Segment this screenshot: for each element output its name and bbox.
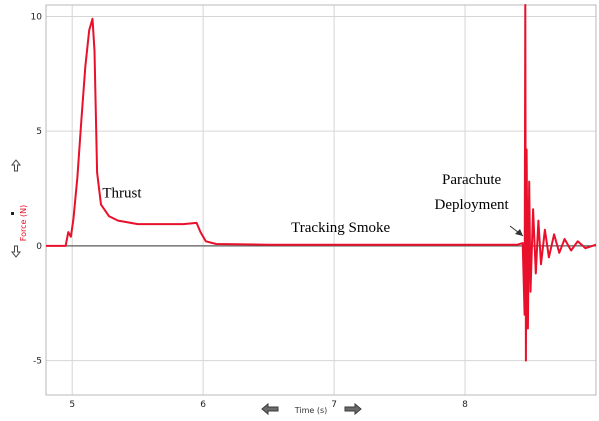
series-layer bbox=[46, 4, 597, 362]
parachute-arrow bbox=[509, 225, 524, 237]
plot-frame bbox=[45, 4, 597, 396]
x-tick-label: 7 bbox=[331, 400, 337, 410]
x-tick-label: 5 bbox=[69, 400, 75, 410]
y-tick-label: 10 bbox=[31, 12, 43, 22]
chart-annotation: Tracking Smoke bbox=[291, 220, 390, 236]
x-scroll-right-icon[interactable] bbox=[344, 402, 362, 416]
y-axis-label: Force (N) bbox=[19, 205, 28, 241]
y-axis-controls: Force (N) bbox=[10, 159, 28, 258]
grid bbox=[46, 5, 596, 395]
x-scroll-left-icon[interactable] bbox=[261, 402, 279, 416]
x-tick-label: 8 bbox=[462, 400, 468, 410]
y-scroll-up-icon[interactable] bbox=[10, 159, 22, 172]
annotations: Thrust Tracking Smoke Parachute Deployment bbox=[102, 172, 509, 236]
y-tick-label: 5 bbox=[36, 127, 42, 137]
chart-annotation: Deployment bbox=[435, 197, 510, 213]
chart-annotation: Thrust bbox=[102, 186, 142, 202]
force-series-line bbox=[46, 4, 597, 362]
y-tick-label: 0 bbox=[36, 242, 42, 252]
x-tick-label: 6 bbox=[200, 400, 206, 410]
chart-annotation: Parachute bbox=[442, 172, 501, 188]
y-scroll-down-icon[interactable] bbox=[10, 245, 22, 258]
x-axis-controls: Time (s) bbox=[261, 402, 362, 416]
x-axis-label: Time (s) bbox=[294, 406, 328, 415]
y-tick-label: -5 bbox=[33, 357, 42, 367]
y-axis-marker bbox=[11, 212, 14, 215]
tick-labels: 5 6 7 8 10 5 0 -5 bbox=[31, 12, 469, 410]
